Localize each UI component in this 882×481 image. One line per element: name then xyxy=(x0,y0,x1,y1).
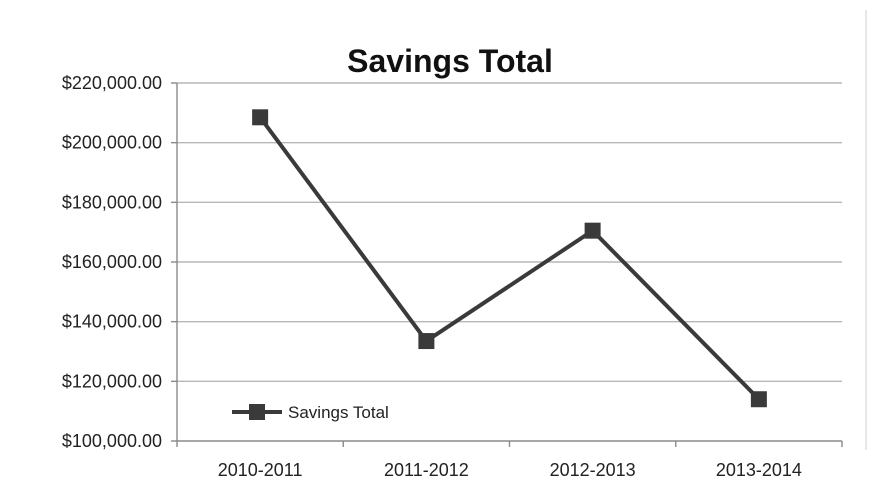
y-tick-label: $160,000.00 xyxy=(62,252,162,272)
y-tick-label: $220,000.00 xyxy=(62,73,162,93)
axis-layer xyxy=(171,82,843,447)
chart-title: Savings Total xyxy=(347,43,553,79)
series-layer xyxy=(252,109,767,408)
x-tick-label: 2012-2013 xyxy=(550,460,636,480)
x-tick-label: 2010-2011 xyxy=(218,460,303,480)
x-tick-labels: 2010-2011 2011-2012 2012-2013 2013-2014 xyxy=(218,460,802,480)
x-tick-label: 2011-2012 xyxy=(384,460,469,480)
data-point-marker xyxy=(252,109,269,126)
x-tick-label: 2013-2014 xyxy=(716,460,802,480)
y-tick-label: $140,000.00 xyxy=(62,312,162,332)
data-point-marker xyxy=(750,391,767,408)
grid-layer xyxy=(177,82,842,383)
legend: Savings Total xyxy=(232,403,389,422)
data-point-marker xyxy=(584,222,601,239)
legend-marker-swatch xyxy=(249,404,265,420)
legend-entry-savings-total: Savings Total xyxy=(288,403,389,422)
series-line-savings-total xyxy=(258,116,761,401)
data-point-marker xyxy=(418,333,435,350)
y-tick-labels: $100,000.00 $120,000.00 $140,000.00 $160,00… xyxy=(62,73,162,451)
y-tick-label: $180,000.00 xyxy=(62,192,162,212)
y-tick-label: $120,000.00 xyxy=(62,371,162,391)
y-tick-label: $100,000.00 xyxy=(62,431,162,451)
y-tick-label: $200,000.00 xyxy=(62,133,162,153)
